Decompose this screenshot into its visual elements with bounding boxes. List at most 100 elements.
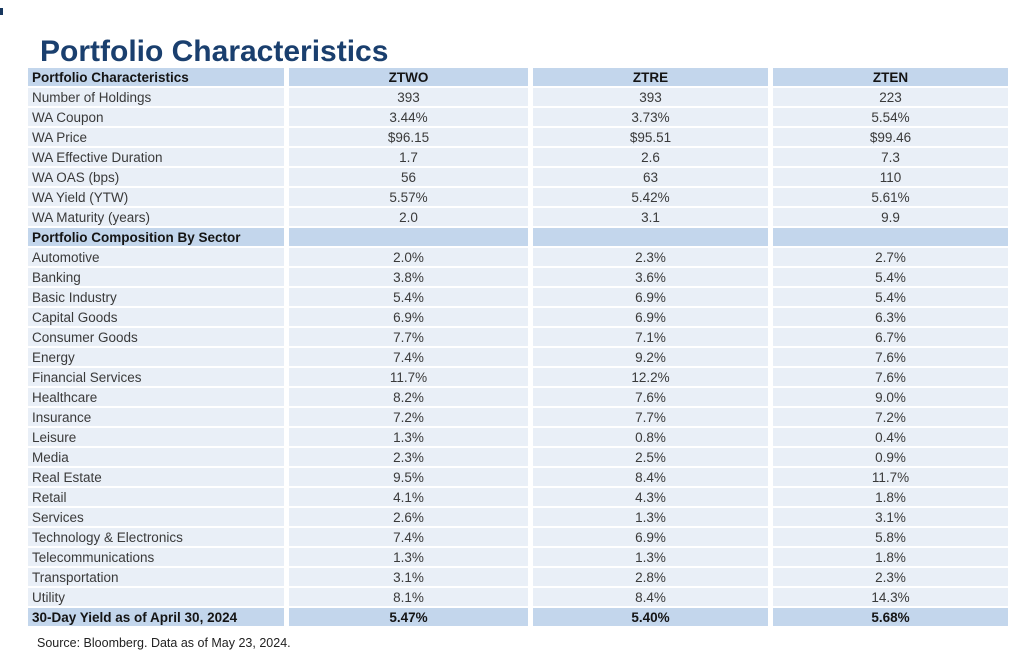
row-value: 5.68% [773, 608, 1008, 626]
row-value: 5.42% [533, 188, 768, 206]
row-label: Real Estate [28, 468, 284, 486]
row-value: 2.3% [773, 568, 1008, 586]
row-label: WA OAS (bps) [28, 168, 284, 186]
row-value: 7.4% [289, 348, 528, 366]
row-value: 2.3% [533, 248, 768, 266]
row-label: Basic Industry [28, 288, 284, 306]
row-value: 1.3% [289, 428, 528, 446]
row-value: 1.3% [533, 548, 768, 566]
row-value: 7.2% [289, 408, 528, 426]
row-value: 14.3% [773, 588, 1008, 606]
row-label: Media [28, 448, 284, 466]
row-value: 11.7% [773, 468, 1008, 486]
row-label: Healthcare [28, 388, 284, 406]
row-value: 8.1% [289, 588, 528, 606]
row-label: WA Coupon [28, 108, 284, 126]
row-value: 2.6% [289, 508, 528, 526]
row-value: 7.3 [773, 148, 1008, 166]
row-value: 5.4% [773, 288, 1008, 306]
row-value: 2.0% [289, 248, 528, 266]
row-value: 6.9% [289, 308, 528, 326]
row-label: Portfolio Composition By Sector [28, 228, 284, 246]
row-value: ZTEN [773, 68, 1008, 86]
row-value: 9.2% [533, 348, 768, 366]
row-label: Automotive [28, 248, 284, 266]
row-value: 7.4% [289, 528, 528, 546]
row-value: 2.7% [773, 248, 1008, 266]
row-value: 3.44% [289, 108, 528, 126]
row-value: 3.8% [289, 268, 528, 286]
row-label: Services [28, 508, 284, 526]
row-value: 5.8% [773, 528, 1008, 546]
row-value: 5.4% [773, 268, 1008, 286]
row-value: 393 [533, 88, 768, 106]
row-value: 1.8% [773, 488, 1008, 506]
row-value [289, 228, 528, 246]
row-value: 1.7 [289, 148, 528, 166]
row-value: 6.7% [773, 328, 1008, 346]
row-value: 1.3% [289, 548, 528, 566]
row-value: 6.3% [773, 308, 1008, 326]
row-value: 7.7% [289, 328, 528, 346]
row-value: 12.2% [533, 368, 768, 386]
row-value: 393 [289, 88, 528, 106]
row-value: 5.54% [773, 108, 1008, 126]
row-value: 56 [289, 168, 528, 186]
row-value: 7.2% [773, 408, 1008, 426]
row-label: Transportation [28, 568, 284, 586]
row-value: 3.6% [533, 268, 768, 286]
row-value: 6.9% [533, 308, 768, 326]
row-value: 3.1% [773, 508, 1008, 526]
row-value: 9.0% [773, 388, 1008, 406]
row-value: ZTWO [289, 68, 528, 86]
row-label: Financial Services [28, 368, 284, 386]
row-value: 6.9% [533, 288, 768, 306]
corner-mark [0, 8, 3, 15]
row-value: 7.6% [773, 368, 1008, 386]
row-label: Number of Holdings [28, 88, 284, 106]
row-label: 30-Day Yield as of April 30, 2024 [28, 608, 284, 626]
row-value: $99.46 [773, 128, 1008, 146]
row-value: 4.1% [289, 488, 528, 506]
row-value: 63 [533, 168, 768, 186]
page-title: Portfolio Characteristics [40, 35, 389, 69]
row-value: 8.4% [533, 588, 768, 606]
row-value: 7.7% [533, 408, 768, 426]
row-label: Leisure [28, 428, 284, 446]
row-value: 4.3% [533, 488, 768, 506]
row-value: 7.6% [773, 348, 1008, 366]
row-label: Retail [28, 488, 284, 506]
row-value: $95.51 [533, 128, 768, 146]
row-label: Energy [28, 348, 284, 366]
row-value: 2.8% [533, 568, 768, 586]
row-value [533, 228, 768, 246]
row-value: 2.0 [289, 208, 528, 226]
row-value [773, 228, 1008, 246]
portfolio-table: Portfolio Characteristics ZTWO ZTRE ZTEN Num… [28, 68, 1008, 626]
row-label: Banking [28, 268, 284, 286]
row-label: WA Effective Duration [28, 148, 284, 166]
row-value: 0.9% [773, 448, 1008, 466]
row-value: $96.15 [289, 128, 528, 146]
row-value: 2.5% [533, 448, 768, 466]
source-note: Source: Bloomberg. Data as of May 23, 20… [37, 636, 291, 650]
row-value: 7.6% [533, 388, 768, 406]
row-value: 2.6 [533, 148, 768, 166]
row-value: 11.7% [289, 368, 528, 386]
row-value: 0.8% [533, 428, 768, 446]
row-label: Utility [28, 588, 284, 606]
row-label: Consumer Goods [28, 328, 284, 346]
row-value: 8.2% [289, 388, 528, 406]
row-value: 9.5% [289, 468, 528, 486]
row-label: WA Maturity (years) [28, 208, 284, 226]
row-label: Technology & Electronics [28, 528, 284, 546]
row-value: 9.9 [773, 208, 1008, 226]
row-value: 3.73% [533, 108, 768, 126]
row-value: 5.61% [773, 188, 1008, 206]
row-value: 110 [773, 168, 1008, 186]
row-value: 7.1% [533, 328, 768, 346]
row-value: 5.57% [289, 188, 528, 206]
row-value: ZTRE [533, 68, 768, 86]
row-label: WA Yield (YTW) [28, 188, 284, 206]
